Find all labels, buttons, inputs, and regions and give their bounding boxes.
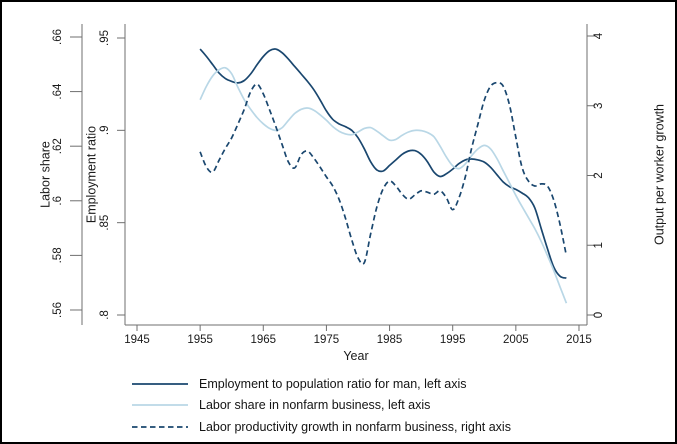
tick-label-x: 1995 [440, 334, 466, 346]
legend-item-labor-share: Labor share in nonfarm business, left ax… [131, 395, 511, 417]
legend: Employment to population ratio for man, … [131, 373, 511, 438]
tick-label-x: 1975 [314, 334, 340, 346]
tick-label-x: 1945 [124, 334, 150, 346]
legend-label: Labor share in nonfarm business, left ax… [199, 398, 431, 413]
tick-label-x: 2005 [503, 334, 529, 346]
tick-label-left_inner: .8 [99, 310, 111, 320]
legend-swatch-dashed-navy-line [132, 425, 188, 428]
legend-label: Employment to population ratio for man, … [199, 376, 467, 391]
tick-label-left_outer: .58 [52, 247, 64, 263]
series-line-labor-share-nonfarm-business [199, 66, 568, 304]
tick-label-right: 3 [593, 103, 605, 109]
tick-label-left_inner: .85 [99, 215, 111, 231]
legend-item-employment-ratio: Employment to population ratio for man, … [131, 373, 511, 395]
tick-label-left_outer: .62 [52, 138, 64, 154]
legend-label: Labor productivity growth in nonfarm bus… [199, 419, 511, 434]
tick-label-left_outer: .64 [52, 83, 64, 100]
axis-left-inner: .8 .85 .9 .95 Employment ratio [84, 24, 126, 325]
axis-title-left_inner: Employment ratio [84, 126, 98, 223]
tick-label-left_outer: .56 [52, 302, 64, 318]
tick-label-x: 2015 [566, 334, 592, 346]
series-line-labor-productivity-growth-nonfarm-business [199, 81, 568, 265]
tick-label-left_inner: .9 [99, 126, 111, 136]
tick-label-left_outer: .66 [52, 29, 64, 45]
legend-swatch-solid-lightblue-line [132, 404, 188, 407]
tick-label-x: 1955 [187, 334, 213, 346]
tick-label-x: 1965 [250, 334, 276, 346]
tick-label-right: 4 [593, 32, 605, 39]
tick-label-left_inner: .95 [99, 30, 111, 46]
tick-label-right: 2 [593, 172, 605, 178]
legend-swatch-solid-navy-line [132, 382, 188, 385]
axis-title-right: Output per worker growth [652, 104, 666, 245]
tick-label-left_outer: .6 [52, 196, 64, 206]
tick-label-right: 0 [593, 312, 605, 318]
axis-right: 0 1 2 3 4 Output per worker growth [586, 24, 666, 325]
tick-label-x: 1985 [377, 334, 403, 346]
axis-left-outer: .56 .58 .6 .62 .64 .66 Labor share [38, 24, 83, 325]
series-line-employment-to-population-ratio-men [199, 48, 567, 279]
axis-x: 1945 1955 1965 1975 1985 1995 2005 2015 Year [124, 324, 592, 363]
axis-title-left_outer: Labor share [38, 141, 52, 208]
legend-item-labor-productivity: Labor productivity growth in nonfarm bus… [131, 416, 511, 438]
axis-title-x: Year [343, 349, 368, 363]
tick-label-right: 1 [593, 242, 605, 248]
